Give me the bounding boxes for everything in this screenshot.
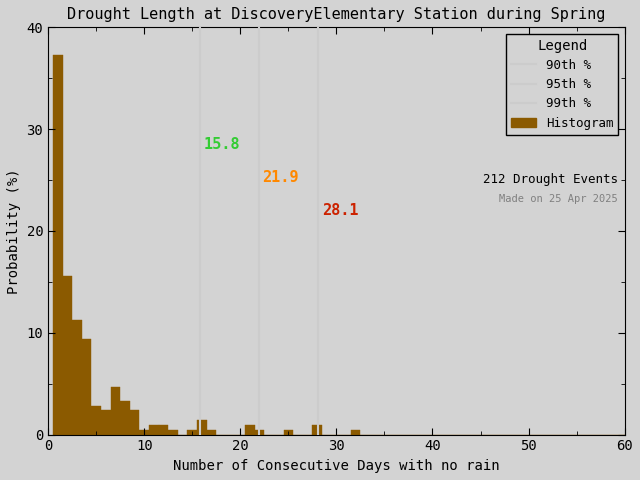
Bar [284, 430, 293, 434]
Title: Drought Length at DiscoveryElementary Station during Spring: Drought Length at DiscoveryElementary St… [67, 7, 605, 22]
Bar [245, 425, 255, 434]
X-axis label: Number of Consecutive Days with no rain: Number of Consecutive Days with no rain [173, 459, 500, 473]
Text: 21.9: 21.9 [262, 170, 299, 185]
Bar [312, 425, 322, 434]
Bar [351, 430, 360, 434]
Bar [255, 430, 264, 434]
Bar [197, 420, 207, 434]
Bar [72, 320, 82, 434]
Bar [207, 430, 216, 434]
Text: 28.1: 28.1 [322, 203, 358, 217]
Bar [53, 55, 63, 434]
Bar [92, 406, 101, 434]
Bar [82, 339, 92, 434]
Bar [159, 425, 168, 434]
Bar [101, 410, 111, 434]
Bar [149, 425, 159, 434]
Bar [63, 276, 72, 434]
Y-axis label: Probability (%): Probability (%) [7, 168, 21, 294]
Bar [111, 387, 120, 434]
Bar [130, 410, 140, 434]
Bar [188, 430, 197, 434]
Legend: 90th %, 95th %, 99th %, Histogram: 90th %, 95th %, 99th %, Histogram [506, 34, 618, 134]
Text: 212 Drought Events: 212 Drought Events [483, 173, 618, 186]
Bar [120, 401, 130, 434]
Bar [168, 430, 178, 434]
Text: 15.8: 15.8 [204, 137, 240, 153]
Text: Made on 25 Apr 2025: Made on 25 Apr 2025 [499, 194, 618, 204]
Bar [140, 430, 149, 434]
